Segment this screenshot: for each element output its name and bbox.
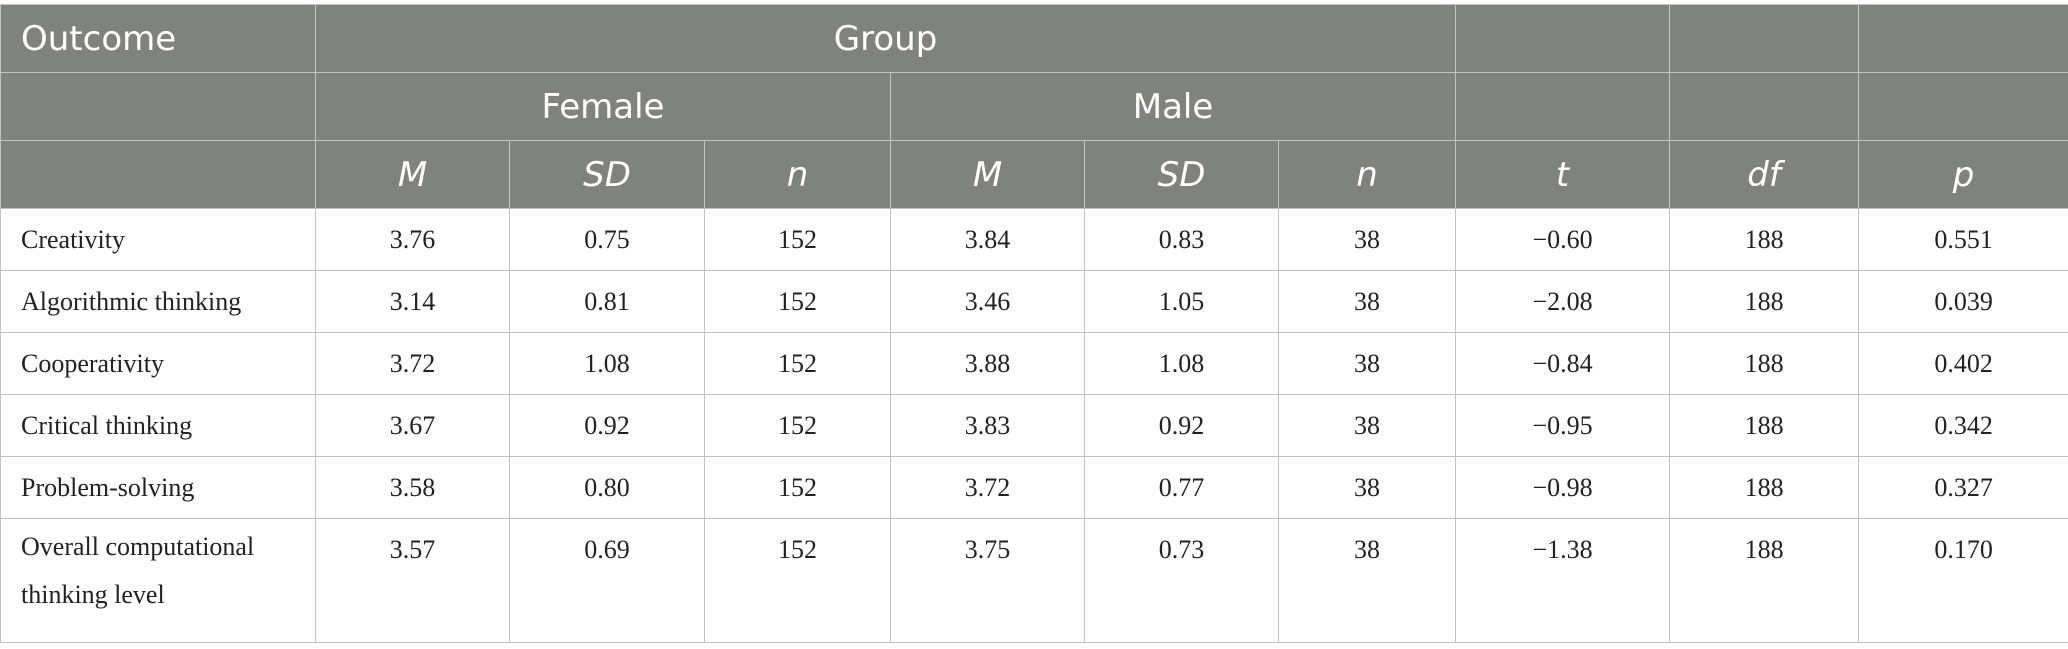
row-outcome: Critical thinking [0,394,316,457]
cell-female-sd: 0.75 [509,208,705,271]
header-row-group: Outcome Group [0,4,2068,73]
table-row: Algorithmic thinking 3.14 0.81 152 3.46 … [0,270,2068,333]
cell-female-sd: 0.92 [509,394,705,457]
cell-female-n: 152 [704,208,891,271]
cell-df: 188 [1669,394,1860,457]
header-blank [1669,72,1860,141]
header-df: df [1669,140,1860,209]
table-header: Outcome Group Female Male M SD n M SD n … [0,4,2068,209]
cell-female-sd: 0.80 [509,456,705,519]
cell-male-n: 38 [1277,208,1457,271]
cell-male-sd: 0.92 [1084,394,1279,457]
cell-female-sd: 1.08 [509,332,705,395]
cell-female-sd: 0.69 [509,518,705,643]
cell-male-mean: 3.83 [890,394,1085,457]
row-outcome: Creativity [0,208,316,271]
cell-t: −0.84 [1455,332,1671,395]
table-row: Problem-solving 3.58 0.80 152 3.72 0.77 … [0,456,2068,519]
cell-male-mean: 3.84 [890,208,1085,271]
cell-t: −1.38 [1455,518,1671,643]
cell-male-sd: 0.83 [1084,208,1279,271]
table-row: Cooperativity 3.72 1.08 152 3.88 1.08 38… [0,332,2068,395]
cell-df: 188 [1669,270,1860,333]
table-row: Critical thinking 3.67 0.92 152 3.83 0.9… [0,394,2068,457]
results-table: Outcome Group Female Male M SD n M SD n … [0,4,2068,643]
table-row: Creativity 3.76 0.75 152 3.84 0.83 38 −0… [0,208,2068,271]
header-female: Female [315,72,891,141]
header-male-mean: M [890,140,1085,209]
cell-p: 0.342 [1858,394,2068,457]
header-blank [1455,4,1671,73]
header-blank [1858,72,2068,141]
cell-male-sd: 0.77 [1084,456,1279,519]
cell-p: 0.551 [1858,208,2068,271]
cell-male-n: 38 [1277,332,1457,395]
header-male-sd: SD [1084,140,1279,209]
header-female-n: n [704,140,891,209]
cell-p: 0.170 [1858,518,2068,643]
header-outcome: Outcome [0,4,316,73]
cell-t: −2.08 [1455,270,1671,333]
header-male-n: n [1277,140,1457,209]
cell-female-mean: 3.76 [315,208,510,271]
header-blank [1669,4,1860,73]
cell-df: 188 [1669,456,1860,519]
cell-female-n: 152 [704,518,891,643]
cell-female-n: 152 [704,456,891,519]
row-outcome: Algorithmic thinking [0,270,316,333]
header-female-sd: SD [509,140,705,209]
table-body: Creativity 3.76 0.75 152 3.84 0.83 38 −0… [0,208,2068,643]
cell-female-n: 152 [704,270,891,333]
cell-male-mean: 3.75 [890,518,1085,643]
header-male: Male [889,72,1457,141]
cell-male-mean: 3.46 [890,270,1085,333]
row-outcome: Cooperativity [0,332,316,395]
header-female-mean: M [315,140,510,209]
header-group: Group [314,4,1457,73]
cell-t: −0.95 [1455,394,1671,457]
header-blank [0,72,316,141]
cell-t: −0.98 [1455,456,1671,519]
cell-male-mean: 3.72 [890,456,1085,519]
cell-df: 188 [1669,518,1860,643]
cell-female-n: 152 [704,332,891,395]
cell-p: 0.402 [1858,332,2068,395]
cell-t: −0.60 [1455,208,1671,271]
cell-p: 0.039 [1858,270,2068,333]
header-row-sex: Female Male [0,72,2068,141]
cell-df: 188 [1669,332,1860,395]
cell-female-n: 152 [704,394,891,457]
header-row-stats: M SD n M SD n t df p [0,140,2068,209]
cell-female-mean: 3.67 [315,394,510,457]
cell-df: 188 [1669,208,1860,271]
cell-male-mean: 3.88 [890,332,1085,395]
header-blank [0,140,316,209]
cell-male-n: 38 [1277,518,1457,643]
cell-female-mean: 3.57 [315,518,510,643]
table-row: Overall computational thinking level 3.5… [0,518,2068,643]
cell-female-mean: 3.72 [315,332,510,395]
cell-male-sd: 1.05 [1084,270,1279,333]
header-t: t [1455,140,1671,209]
cell-male-sd: 0.73 [1084,518,1279,643]
row-outcome: Overall computational thinking level [0,518,316,643]
cell-p: 0.327 [1858,456,2068,519]
cell-male-n: 38 [1277,456,1457,519]
header-p: p [1858,140,2068,209]
cell-female-mean: 3.58 [315,456,510,519]
header-blank [1858,4,2068,73]
cell-male-n: 38 [1277,270,1457,333]
cell-female-mean: 3.14 [315,270,510,333]
cell-female-sd: 0.81 [509,270,705,333]
header-blank [1455,72,1671,141]
cell-male-sd: 1.08 [1084,332,1279,395]
row-outcome: Problem-solving [0,456,316,519]
cell-male-n: 38 [1277,394,1457,457]
